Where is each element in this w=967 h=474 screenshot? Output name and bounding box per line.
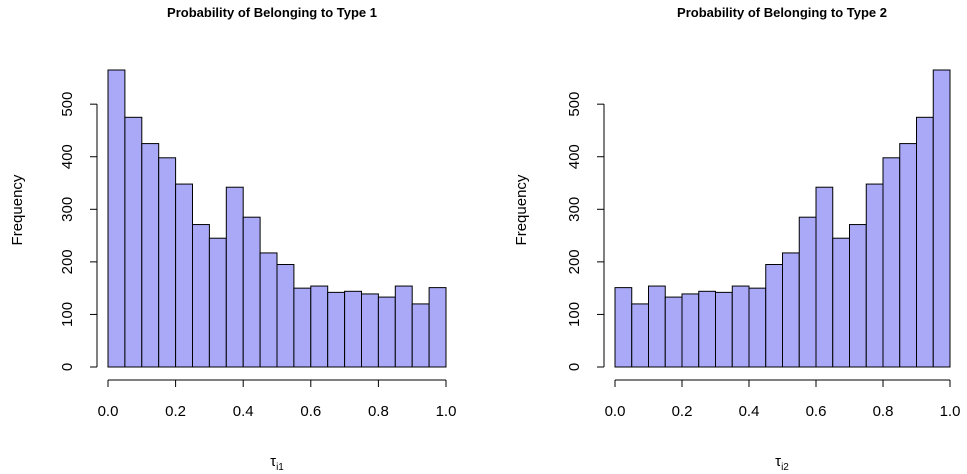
histogram-bar <box>327 291 346 368</box>
x-tick-label: 0.6 <box>300 403 321 420</box>
y-tick-label: 0 <box>59 363 76 371</box>
x-axis: 0.0 0.2 0.4 0.6 0.8 1.0 <box>605 379 961 420</box>
histogram-panel-type2: Probability of Belonging to Type 2 Frequ… <box>513 5 960 473</box>
histogram-bar <box>731 285 750 368</box>
x-tick-label: 1.0 <box>436 403 457 420</box>
histogram-bar <box>614 287 633 368</box>
y-tick-label: 200 <box>566 249 583 274</box>
y-axis: 0 100 200 300 400 500 <box>566 92 605 371</box>
x-tick-label: 0.0 <box>605 403 626 420</box>
histogram-bar <box>916 116 934 368</box>
y-axis-label: Frequency <box>513 174 530 245</box>
x-tick-label: 0.2 <box>165 403 186 420</box>
x-tick-label: 0.6 <box>806 403 827 420</box>
histogram-bar <box>832 237 850 368</box>
histogram-bar <box>765 264 783 368</box>
bars <box>107 69 447 368</box>
histogram-bar <box>849 224 867 368</box>
histogram-bar <box>208 237 227 368</box>
histogram-bar <box>798 216 817 368</box>
histogram-bar <box>158 157 177 368</box>
chart-title: Probability of Belonging to Type 1 <box>167 5 377 20</box>
histogram-bar <box>242 216 261 368</box>
histogram-bar <box>141 143 160 368</box>
x-tick-label: 0.4 <box>739 403 760 420</box>
histogram-panel-type1: Probability of Belonging to Type 1 Frequ… <box>9 5 456 473</box>
histogram-bar <box>664 296 683 368</box>
y-tick-label: 0 <box>566 363 583 371</box>
x-axis-label-main: τ <box>775 453 781 470</box>
x-axis-label: τi1 <box>270 453 284 473</box>
x-axis-label-sub: i2 <box>781 462 789 473</box>
x-tick-label: 1.0 <box>940 403 961 420</box>
x-tick-label: 0.2 <box>672 403 693 420</box>
x-axis-label: τi2 <box>775 453 789 473</box>
x-tick-label: 0.8 <box>873 403 894 420</box>
x-tick-label: 0.8 <box>368 403 389 420</box>
histogram-bar <box>782 252 800 368</box>
histogram-bar <box>865 183 884 368</box>
x-tick-label: 0.0 <box>98 403 119 420</box>
histogram-bar <box>192 224 210 368</box>
y-tick-label: 500 <box>566 92 583 117</box>
histogram-bar <box>899 143 917 368</box>
y-tick-label: 200 <box>59 249 76 274</box>
histogram-bar <box>428 287 447 368</box>
y-tick-label: 300 <box>59 197 76 222</box>
histogram-bar <box>293 287 312 368</box>
y-tick-label: 100 <box>566 302 583 327</box>
histogram-bar <box>344 290 363 368</box>
histogram-bar <box>631 303 649 368</box>
x-tick-label: 0.4 <box>233 403 254 420</box>
chart-title: Probability of Belonging to Type 2 <box>677 5 887 20</box>
histogram-bar <box>175 183 194 368</box>
histogram-bar <box>882 157 901 368</box>
histogram-bar <box>394 285 413 368</box>
histogram-bar <box>107 69 126 368</box>
y-tick-label: 300 <box>566 197 583 222</box>
y-axis-label: Frequency <box>9 174 26 245</box>
x-axis-label-main: τ <box>270 453 276 470</box>
histogram-bar <box>411 303 430 368</box>
bars <box>614 69 951 368</box>
histogram-bar <box>648 285 666 368</box>
histogram-bar <box>225 186 244 368</box>
histogram-bar <box>276 264 295 368</box>
y-tick-label: 500 <box>59 92 76 117</box>
histogram-bar <box>681 293 700 368</box>
histogram-bar <box>377 296 396 368</box>
y-tick-label: 400 <box>59 144 76 169</box>
y-tick-label: 400 <box>566 144 583 169</box>
histogram-bar <box>748 287 767 368</box>
y-tick-label: 100 <box>59 302 76 327</box>
x-axis: 0.0 0.2 0.4 0.6 0.8 1.0 <box>98 379 457 420</box>
histogram-bar <box>932 69 951 368</box>
histogram-bar <box>124 116 143 368</box>
x-axis-label-sub: i1 <box>276 462 284 473</box>
histogram-bar <box>310 285 329 368</box>
y-axis: 0 100 200 300 400 500 <box>59 92 98 371</box>
histogram-bar <box>815 186 834 368</box>
histogram-bar <box>361 293 379 368</box>
histogram-bar <box>698 290 716 368</box>
histogram-bar <box>259 252 278 368</box>
histogram-bar <box>715 291 733 368</box>
